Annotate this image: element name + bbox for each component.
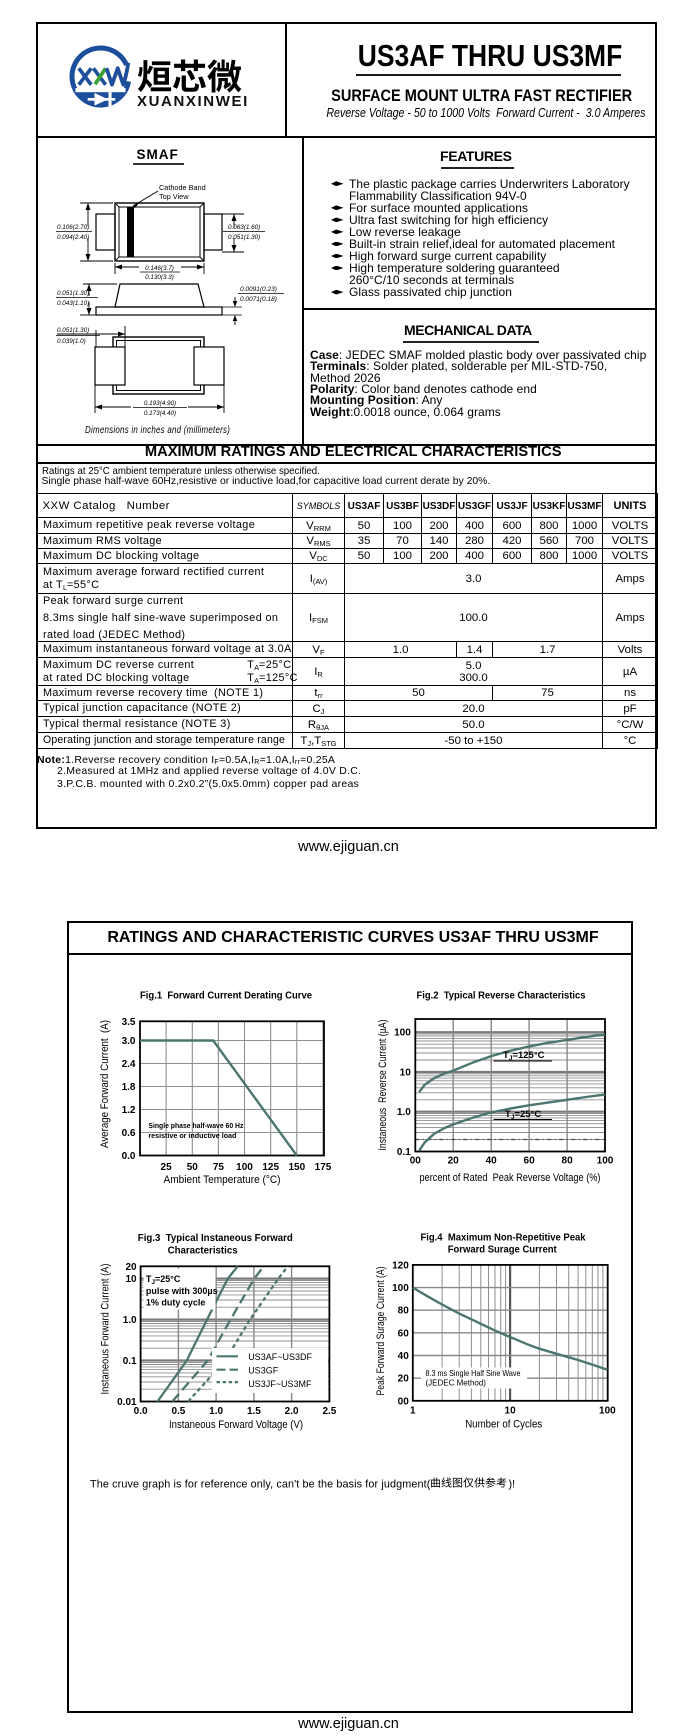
svg-text:2.4: 2.4	[122, 1059, 136, 1070]
svg-text:0.051(1.30): 0.051(1.30)	[57, 290, 89, 297]
svg-text:0.043(1.10): 0.043(1.10)	[57, 300, 89, 307]
svg-text:US3JF~US3MF: US3JF~US3MF	[248, 1379, 312, 1389]
svg-text:(JEDEC Method): (JEDEC Method)	[426, 1379, 487, 1388]
svg-text:150: 150	[288, 1162, 305, 1173]
svg-text:0.0: 0.0	[134, 1406, 148, 1417]
svg-text:Peak Forward Surage Current (A: Peak Forward Surage Current (A)	[375, 1267, 387, 1396]
svg-text:0.1: 0.1	[397, 1147, 411, 1158]
svg-text:Cathode Band: Cathode Band	[159, 183, 206, 192]
svg-text:0.106(2.70): 0.106(2.70)	[57, 224, 89, 231]
svg-text:80: 80	[398, 1306, 410, 1317]
svg-text:Instaneous Reverse Current (µ: Instaneous Reverse Current (µA)	[377, 1020, 389, 1151]
svg-text:Instaneous Forward Voltage (V): Instaneous Forward Voltage (V)	[169, 1419, 303, 1431]
svg-text:00: 00	[410, 1156, 422, 1167]
svg-text:40: 40	[486, 1156, 498, 1167]
svg-text:60: 60	[524, 1156, 536, 1167]
svg-text:0.039(1.0): 0.039(1.0)	[57, 338, 86, 345]
svg-text:20: 20	[398, 1374, 410, 1385]
svg-text:Fig.4 Maximum Non-Repetitive: Fig.4 Maximum Non-Repetitive Peak	[421, 1233, 586, 1244]
svg-text:0.1: 0.1	[123, 1356, 137, 1367]
svg-text:1% duty cycle: 1% duty cycle	[146, 1298, 206, 1308]
svg-text:100: 100	[599, 1405, 616, 1416]
svg-text:0.051(1.30): 0.051(1.30)	[228, 234, 260, 241]
svg-text:Fig.1 Forward Current Deratin: Fig.1 Forward Current Derating Curve	[140, 991, 312, 1002]
svg-text:Ambient Temperature (°C): Ambient Temperature (°C)	[164, 1174, 281, 1186]
svg-text:10: 10	[125, 1274, 137, 1285]
svg-text:0.0091(0.23): 0.0091(0.23)	[240, 286, 277, 293]
svg-text:US3AF~US3DF: US3AF~US3DF	[248, 1352, 312, 1362]
svg-text:TJ=25°C: TJ=25°C	[146, 1274, 181, 1286]
svg-text:20: 20	[125, 1262, 137, 1273]
svg-text:Average Forward Current (A): Average Forward Current (A)	[99, 1020, 111, 1148]
svg-text:80: 80	[562, 1156, 574, 1167]
svg-text:25: 25	[161, 1162, 173, 1173]
svg-text:Single phase half-wave 60 Hz: Single phase half-wave 60 Hz	[148, 1121, 243, 1130]
svg-text:2.5: 2.5	[322, 1406, 336, 1417]
svg-text:3.5: 3.5	[122, 1017, 136, 1028]
svg-text:100: 100	[236, 1162, 253, 1173]
svg-text:0.146(3.7): 0.146(3.7)	[145, 265, 174, 272]
svg-text:0.094(2.40): 0.094(2.40)	[57, 234, 89, 241]
svg-text:40: 40	[398, 1351, 410, 1362]
svg-text:1.0: 1.0	[209, 1406, 223, 1417]
svg-text:resistive or inductive load: resistive or inductive load	[148, 1131, 236, 1140]
svg-text:0.0: 0.0	[122, 1151, 136, 1162]
svg-text:60: 60	[398, 1328, 410, 1339]
svg-text:100: 100	[392, 1283, 409, 1294]
svg-text:Forward Surage Current: Forward Surage Current	[448, 1245, 558, 1256]
svg-text:1: 1	[410, 1405, 416, 1416]
svg-text:125: 125	[262, 1162, 279, 1173]
svg-text:10: 10	[400, 1068, 412, 1079]
svg-text:0.051(1.30): 0.051(1.30)	[57, 327, 89, 334]
svg-text:1.0: 1.0	[397, 1107, 411, 1118]
svg-text:0.5: 0.5	[171, 1406, 185, 1417]
svg-text:percent of Rated Peak Reverse: percent of Rated Peak Reverse Voltage (%…	[420, 1172, 601, 1184]
svg-text:Number of Cycles: Number of Cycles	[465, 1418, 542, 1430]
svg-text:1.5: 1.5	[247, 1406, 261, 1417]
svg-text:8.3 ms Single Half Sine Wave: 8.3 ms Single Half Sine Wave	[426, 1369, 521, 1378]
svg-text:0.0071(0.18): 0.0071(0.18)	[240, 296, 277, 303]
svg-text:175: 175	[315, 1162, 332, 1173]
svg-text:75: 75	[213, 1162, 225, 1173]
svg-text:US3GF: US3GF	[248, 1366, 279, 1376]
svg-text:Top View: Top View	[159, 192, 189, 201]
svg-text:00: 00	[398, 1396, 410, 1407]
svg-text:XUANXINWEI: XUANXINWEI	[137, 93, 249, 110]
svg-text:1.0: 1.0	[123, 1315, 137, 1326]
svg-text:0.130(3.3): 0.130(3.3)	[145, 274, 174, 281]
svg-text:0.063(1.60): 0.063(1.60)	[228, 224, 260, 231]
svg-text:50: 50	[187, 1162, 199, 1173]
svg-text:120: 120	[392, 1260, 409, 1271]
svg-text:1.8: 1.8	[122, 1082, 136, 1093]
svg-text:Instaneous Forward Current (A): Instaneous Forward Current (A)	[100, 1264, 112, 1395]
svg-text:0.01: 0.01	[117, 1397, 137, 1408]
svg-text:pulse with 300µs: pulse with 300µs	[146, 1286, 218, 1296]
svg-text:Fig.2 Typical Reverse Charact: Fig.2 Typical Reverse Characteristics	[417, 991, 586, 1002]
svg-text:Characteristics: Characteristics	[168, 1245, 238, 1256]
svg-text:1.2: 1.2	[122, 1105, 136, 1116]
svg-text:0.6: 0.6	[122, 1128, 136, 1139]
svg-text:100: 100	[597, 1156, 614, 1167]
svg-text:100: 100	[394, 1028, 411, 1039]
svg-text:20: 20	[448, 1156, 460, 1167]
svg-text:TJ=125°C: TJ=125°C	[503, 1050, 545, 1062]
svg-text:0.173(4.40): 0.173(4.40)	[144, 410, 176, 417]
svg-text:Fig.3 Typical Instaneous Forw: Fig.3 Typical Instaneous Forward	[138, 1233, 293, 1244]
svg-text:10: 10	[505, 1405, 517, 1416]
svg-text:2.0: 2.0	[285, 1406, 299, 1417]
svg-text:3.0: 3.0	[122, 1036, 136, 1047]
svg-text:TJ=25°C: TJ=25°C	[505, 1109, 541, 1121]
svg-text:0.193(4.90): 0.193(4.90)	[144, 400, 176, 407]
